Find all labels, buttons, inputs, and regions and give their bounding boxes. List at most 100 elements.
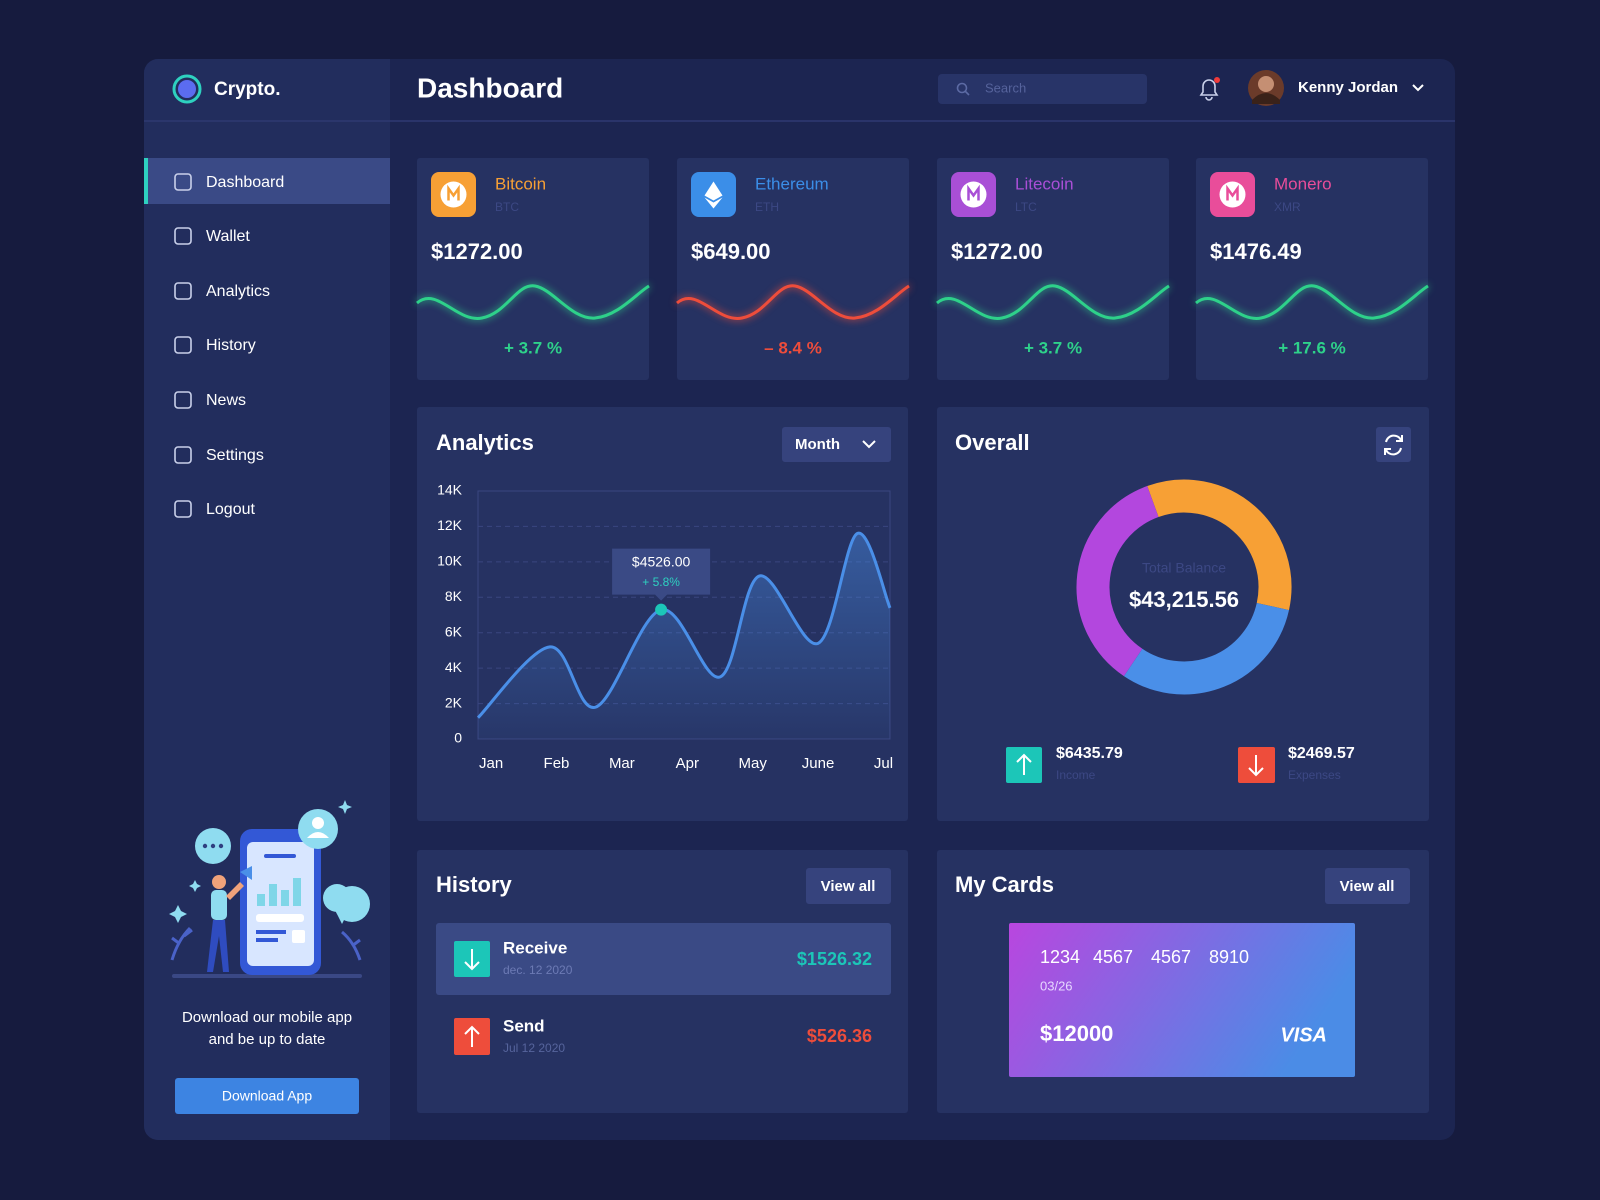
nav-icon	[174, 500, 192, 518]
card-title: History	[436, 872, 513, 897]
period-dropdown[interactable]: Month	[782, 427, 891, 462]
coin-cards: Bitcoin BTC $1272.00 + 3.7 % Ethereum ETH $649…	[416, 158, 1429, 380]
history-type: Receive	[503, 938, 567, 957]
tooltip-bg	[612, 548, 711, 601]
income-amount: $6435.79	[1056, 745, 1123, 762]
x-tick-label: Jul	[874, 755, 893, 772]
coin-card[interactable]: Litecoin LTC $1272.00 + 3.7 %	[936, 158, 1170, 380]
card-number: 8910	[1209, 947, 1249, 967]
y-tick-label: 0	[454, 730, 462, 746]
notifications[interactable]	[1199, 77, 1220, 101]
nav-item[interactable]: Analytics	[174, 282, 270, 300]
coin-card[interactable]: Ethereum ETH $649.00 – 8.4 %	[676, 158, 910, 380]
coin-card-bg	[417, 158, 649, 380]
nav-icon	[174, 282, 192, 300]
coin-change: + 3.7 %	[1024, 338, 1082, 357]
nav-item[interactable]: History	[174, 336, 256, 354]
area	[478, 533, 890, 739]
donut-center-value: $43,215.56	[1129, 587, 1239, 612]
coin-price: $649.00	[691, 239, 771, 264]
y-tick-label: 10K	[437, 553, 463, 569]
coin-change: – 8.4 %	[764, 338, 822, 357]
sidebar	[144, 59, 390, 1140]
coin-card-bg	[677, 158, 909, 380]
overall-card	[937, 407, 1429, 821]
x-tick-label: Feb	[544, 755, 570, 772]
nav-icon	[174, 173, 192, 191]
user-name: Kenny Jordan	[1298, 79, 1398, 96]
coin-name: Litecoin	[1015, 174, 1074, 193]
donut-segment	[1076, 485, 1160, 677]
sparkline	[676, 284, 910, 320]
nav-item[interactable]: News	[174, 391, 246, 409]
coin-glyph	[447, 184, 460, 201]
view-all-button[interactable]: View all	[806, 868, 891, 904]
x-tick-label: Jan	[479, 755, 503, 772]
expense-amount: $2469.57	[1288, 745, 1355, 762]
nav-item[interactable]: Wallet	[174, 227, 250, 245]
income-label: Income	[1056, 768, 1096, 782]
history-amount: $526.36	[807, 1026, 872, 1046]
send-icon	[454, 1018, 490, 1055]
x-tick-label: May	[738, 755, 767, 772]
credit-card[interactable]: 1234 4567 4567 8910 03/26 $12000 VISA	[1009, 923, 1355, 1077]
logo[interactable]: Crypto.	[172, 74, 281, 104]
nav-active-marker	[144, 158, 148, 204]
history-date: Jul 12 2020	[503, 1041, 565, 1055]
history-date: dec. 12 2020	[503, 963, 573, 977]
card-brand: VISA	[1280, 1024, 1327, 1046]
search[interactable]: Search	[938, 74, 1147, 104]
line	[476, 532, 892, 719]
coin-glyph	[704, 181, 723, 209]
y-tick-label: 8K	[445, 588, 463, 604]
nav-active-bg	[144, 158, 390, 204]
coin-price: $1476.49	[1210, 239, 1302, 264]
coin-symbol: LTC	[1015, 200, 1037, 214]
highlight-point	[655, 603, 668, 616]
button-label: View all	[821, 878, 876, 895]
nav-item[interactable]: Logout	[174, 500, 255, 518]
nav-label: Dashboard	[206, 174, 284, 191]
page-title: Dashboard	[417, 72, 563, 103]
coin-card-bg	[937, 158, 1169, 380]
nav-label: Analytics	[206, 283, 270, 300]
x-tick-label: Mar	[609, 755, 635, 772]
button-label: Download App	[222, 1088, 313, 1104]
button-label: View all	[1340, 878, 1395, 895]
brand: Crypto.	[214, 79, 281, 100]
y-tick-label: 14K	[437, 482, 463, 498]
sparkline	[936, 284, 1170, 320]
history-type: Send	[503, 1016, 545, 1035]
expense-icon	[1238, 747, 1275, 783]
expense-label: Expenses	[1288, 768, 1341, 782]
tooltip-subtitle: + 5.8%	[642, 575, 680, 589]
sparkline	[416, 284, 650, 320]
promo-text: Download our mobile app	[182, 1009, 352, 1026]
coin-card-bg	[1196, 158, 1428, 380]
coin-card[interactable]: Monero XMR $1476.49 + 17.6 %	[1195, 158, 1429, 380]
receive-icon	[454, 941, 490, 977]
coin-name: Ethereum	[755, 174, 829, 193]
download-button[interactable]: Download App	[175, 1078, 359, 1114]
y-tick-label: 12K	[437, 517, 463, 533]
y-tick-label: 6K	[445, 623, 463, 639]
nav-item[interactable]: Dashboard	[174, 173, 284, 191]
coin-price: $1272.00	[431, 239, 523, 264]
card-number: 4567	[1093, 947, 1133, 967]
coin-glyph	[1226, 184, 1239, 201]
y-tick-label: 2K	[445, 694, 463, 710]
nav-item[interactable]: Settings	[174, 446, 264, 464]
donut-segment	[1123, 602, 1289, 695]
nav-icon	[174, 446, 192, 464]
user-menu[interactable]: Kenny Jordan	[1248, 70, 1424, 106]
coin-symbol: BTC	[495, 200, 519, 214]
nav-label: Wallet	[206, 228, 250, 245]
tooltip-title: $4526.00	[632, 553, 691, 569]
refresh-button[interactable]	[1376, 427, 1411, 462]
view-all-button[interactable]: View all	[1325, 868, 1410, 904]
donut-segment	[1147, 479, 1292, 611]
nav-icon	[174, 227, 192, 245]
coin-card[interactable]: Bitcoin BTC $1272.00 + 3.7 %	[416, 158, 650, 380]
nav-label: History	[206, 337, 256, 354]
